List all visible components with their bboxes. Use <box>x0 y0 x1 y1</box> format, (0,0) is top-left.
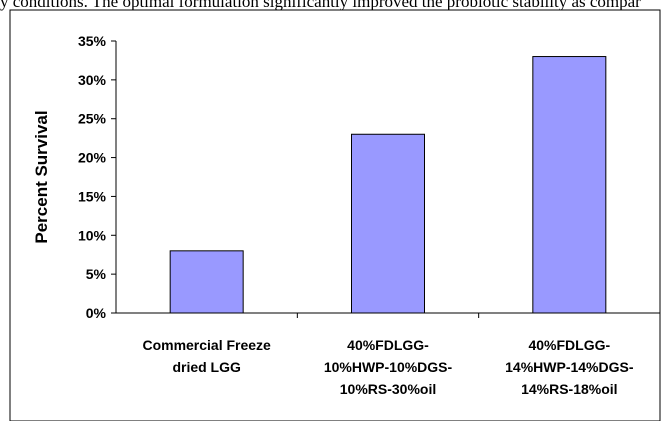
caption-text-fragment: y conditions. The optimal formulation si… <box>0 0 641 11</box>
bars-layer <box>169 56 607 314</box>
category-label: 40%FDLGG- <box>528 337 610 353</box>
y-tick-label: 5% <box>86 266 107 282</box>
category-label: 40%FDLGG- <box>347 337 429 353</box>
y-tick-label: 0% <box>86 305 107 321</box>
category-label: Commercial Freeze <box>142 337 271 353</box>
y-axis-label-group: Percent Survival <box>32 110 51 243</box>
category-label: 14%RS-18%oil <box>521 381 617 397</box>
y-axis-label: Percent Survival <box>32 110 51 243</box>
category-label: 10%RS-30%oil <box>340 381 436 397</box>
bar <box>169 250 244 314</box>
category-labels-layer: Commercial Freeze dried LGG 40%FDLGG- 10%HW… <box>142 337 633 397</box>
y-tick-label: 10% <box>78 227 107 243</box>
y-tick-label: 30% <box>78 72 107 88</box>
y-ticks-layer: 0% 5% 10% 15% 20% 25% 30% 35% <box>78 33 116 321</box>
bar <box>351 133 425 314</box>
y-tick-label: 25% <box>78 111 107 127</box>
bar <box>532 56 607 314</box>
y-tick-label: 15% <box>78 188 107 204</box>
category-label: 10%HWP-10%DGS- <box>324 359 453 375</box>
category-label: 14%HWP-14%DGS- <box>505 359 634 375</box>
y-tick-label: 20% <box>78 150 107 166</box>
axes-layer <box>115 41 661 318</box>
y-tick-label: 35% <box>78 33 107 49</box>
category-label: dried LGG <box>172 359 241 375</box>
chart-frame <box>9 9 661 421</box>
